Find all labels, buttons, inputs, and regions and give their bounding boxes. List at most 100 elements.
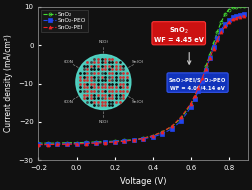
SnO₂: [208, 54, 211, 56]
SnO₂: [84, 141, 87, 143]
SnO₂-PEO: [104, 141, 107, 143]
SnO₂: [46, 142, 49, 144]
SnO₂: [170, 125, 173, 128]
SnO₂-PEI: [231, 18, 234, 21]
SnO₂: [201, 77, 204, 79]
SnO₂-PEO: [231, 16, 234, 19]
SnO₂-PEO: [132, 139, 135, 141]
SnO₂: [189, 104, 192, 106]
SnO₂-PEO: [180, 120, 183, 122]
SnO₂: [220, 21, 223, 23]
SnO₂: [66, 142, 69, 144]
X-axis label: Voltage (V): Voltage (V): [120, 177, 166, 186]
SnO₂: [37, 142, 40, 144]
SnO₂-PEO: [56, 143, 59, 145]
SnO₂-PEO: [216, 37, 219, 39]
SnO₂-PEI: [66, 143, 69, 145]
SnO₂: [204, 65, 207, 67]
SnO₂: [151, 135, 154, 137]
SnO₂: [113, 140, 116, 142]
SnO₂-PEO: [94, 142, 97, 144]
Line: SnO₂-PEI: SnO₂-PEI: [37, 14, 245, 146]
SnO₂: [104, 140, 107, 143]
SnO₂: [212, 42, 215, 44]
Line: SnO₂: SnO₂: [37, 4, 245, 145]
SnO₂: [193, 96, 196, 98]
SnO₂-PEO: [151, 136, 154, 138]
SnO₂-PEO: [113, 140, 116, 143]
SnO₂-PEO: [235, 15, 238, 17]
SnO₂-PEO: [46, 143, 49, 145]
SnO₂-PEO: [161, 133, 164, 135]
SnO₂-PEO: [84, 142, 87, 144]
SnO₂: [235, 6, 238, 8]
SnO₂-PEO: [193, 98, 196, 101]
SnO₂-PEI: [201, 77, 204, 79]
SnO₂: [224, 13, 227, 16]
Text: SnO$_2$
WF = 4.45 eV: SnO$_2$ WF = 4.45 eV: [154, 26, 204, 43]
SnO₂: [227, 9, 230, 11]
SnO₂: [132, 139, 135, 141]
SnO₂-PEO: [75, 142, 78, 145]
SnO₂: [216, 31, 219, 33]
SnO₂-PEO: [220, 28, 223, 31]
SnO₂-PEI: [151, 135, 154, 137]
SnO₂-PEI: [204, 67, 207, 70]
SnO₂-PEI: [212, 48, 215, 50]
SnO₂-PEO: [224, 23, 227, 25]
SnO₂-PEI: [37, 143, 40, 146]
SnO₂-PEI: [75, 143, 78, 145]
SnO₂-PEI: [161, 131, 164, 133]
SnO₂: [161, 131, 164, 133]
SnO₂: [180, 117, 183, 119]
SnO₂-PEI: [220, 31, 223, 33]
SnO₂-PEI: [208, 57, 211, 59]
SnO₂-PEI: [189, 102, 192, 105]
SnO₂-PEO: [170, 128, 173, 130]
SnO₂-PEI: [56, 143, 59, 145]
SnO₂-PEO: [242, 13, 245, 16]
SnO₂-PEI: [123, 140, 126, 142]
Y-axis label: Current density (mA/cm²): Current density (mA/cm²): [4, 35, 13, 132]
SnO₂-PEO: [66, 143, 69, 145]
SnO₂-PEI: [170, 125, 173, 127]
SnO₂: [123, 139, 126, 142]
SnO₂-PEI: [142, 137, 145, 140]
SnO₂-PEO: [189, 106, 192, 108]
SnO₂: [239, 5, 242, 7]
SnO₂-PEI: [216, 39, 219, 41]
SnO₂-PEI: [84, 142, 87, 145]
SnO₂-PEI: [242, 15, 245, 17]
SnO₂-PEI: [104, 142, 107, 144]
SnO₂-PEI: [193, 95, 196, 97]
SnO₂-PEO: [197, 90, 200, 92]
SnO₂-PEI: [113, 141, 116, 143]
Text: SnO$_2$-PEI/SnO$_2$-PEO
WF = 4.00/4.14 eV: SnO$_2$-PEI/SnO$_2$-PEO WF = 4.00/4.14 e…: [169, 76, 227, 91]
SnO₂-PEI: [46, 143, 49, 146]
SnO₂-PEI: [235, 17, 238, 19]
SnO₂-PEO: [208, 57, 211, 59]
SnO₂: [75, 142, 78, 144]
SnO₂: [142, 137, 145, 139]
SnO₂-PEO: [37, 143, 40, 145]
SnO₂: [242, 4, 245, 7]
SnO₂: [56, 142, 59, 144]
SnO₂-PEO: [201, 80, 204, 82]
SnO₂-PEI: [239, 16, 242, 18]
SnO₂: [231, 6, 234, 9]
SnO₂-PEO: [239, 14, 242, 16]
SnO₂-PEI: [132, 139, 135, 141]
Line: SnO₂-PEO: SnO₂-PEO: [37, 13, 245, 146]
SnO₂-PEI: [227, 21, 230, 24]
SnO₂-PEI: [180, 116, 183, 118]
SnO₂-PEO: [142, 138, 145, 140]
SnO₂: [94, 141, 97, 143]
SnO₂-PEO: [212, 45, 215, 48]
SnO₂-PEO: [227, 19, 230, 21]
SnO₂-PEI: [224, 25, 227, 27]
SnO₂-PEI: [94, 142, 97, 144]
Legend: SnO₂, SnO₂-PEO, SnO₂-PEI: SnO₂, SnO₂-PEO, SnO₂-PEI: [41, 10, 88, 32]
SnO₂-PEO: [204, 69, 207, 71]
SnO₂: [197, 87, 200, 89]
SnO₂-PEO: [123, 140, 126, 142]
